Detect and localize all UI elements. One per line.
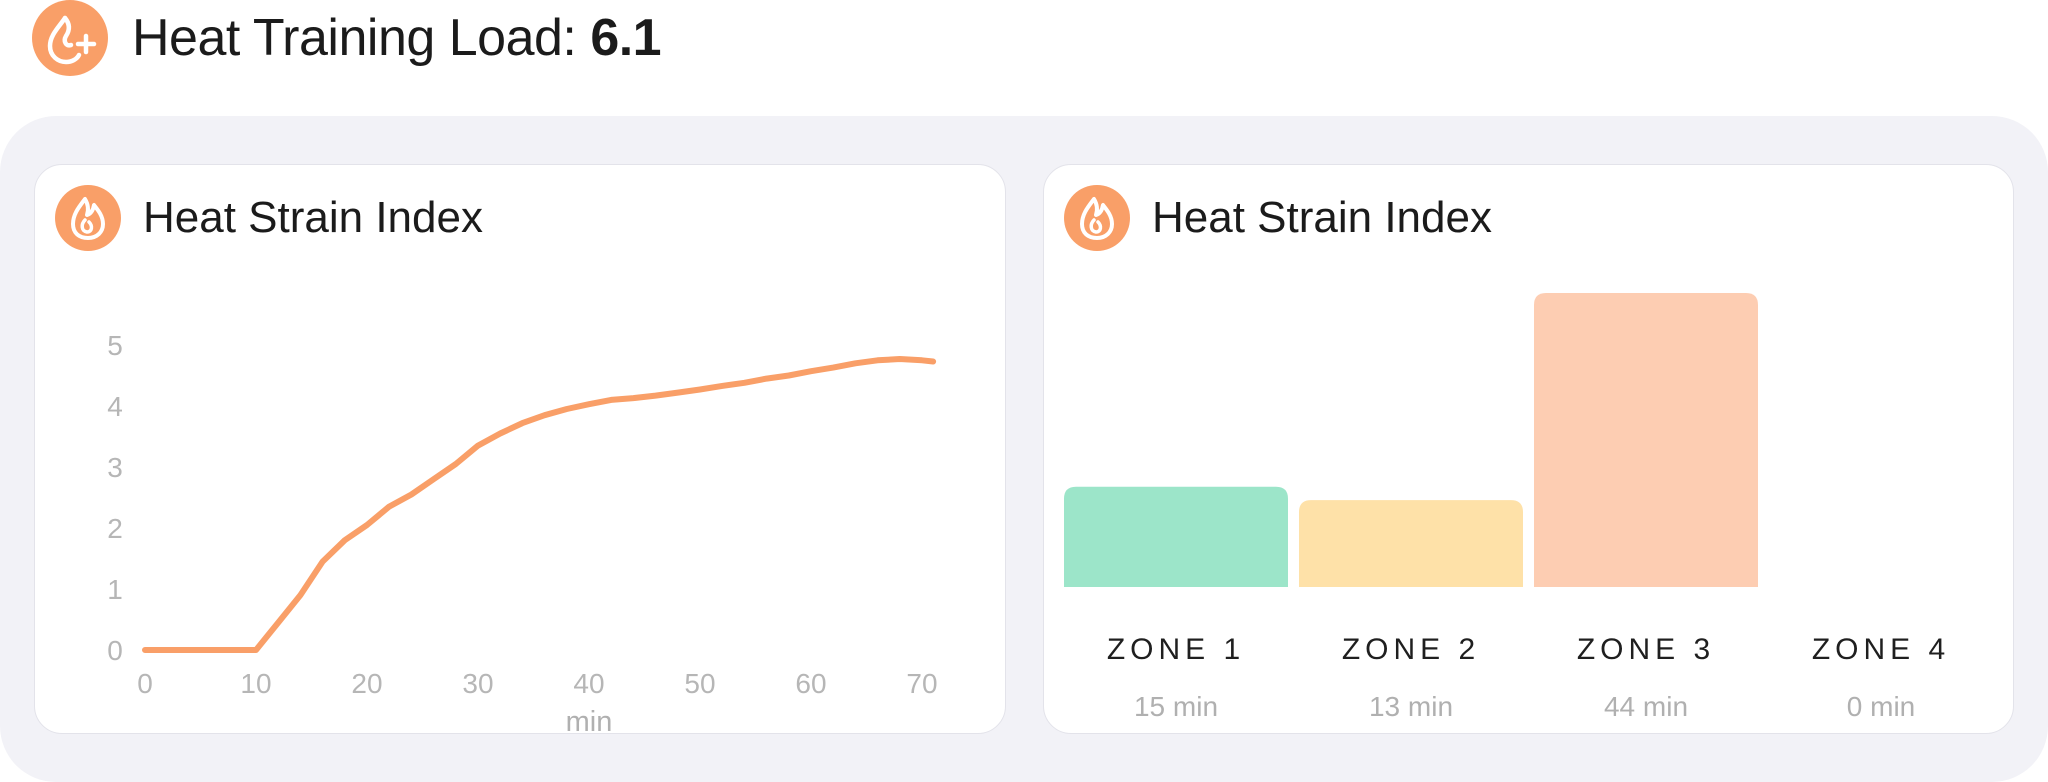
page-title: Heat Training Load: 6.1	[132, 8, 662, 68]
y-tick-label: 2	[107, 513, 123, 544]
zone-label: ZONE 3	[1576, 633, 1716, 666]
heat-strain-line	[142, 356, 937, 653]
x-tick-label: 20	[351, 668, 382, 699]
flame-icon	[1064, 185, 1130, 251]
x-tick-label: 30	[462, 668, 493, 699]
zone-label: ZONE 4	[1811, 633, 1951, 666]
zone-bar	[1534, 293, 1758, 587]
zone-label: ZONE 2	[1341, 633, 1481, 666]
charts-panel: 0 1 2 3 4 5 0 10 20 30 40 50 60 70 min Heat Strain Ind…	[0, 116, 2048, 782]
zone-bar	[1299, 500, 1523, 587]
x-axis-label: min	[566, 706, 613, 734]
x-tick-label: 60	[795, 668, 826, 699]
y-tick-label: 3	[107, 452, 123, 483]
x-tick-label: 10	[240, 668, 271, 699]
zone-bar	[1064, 486, 1288, 587]
x-tick-label: 70	[906, 668, 937, 699]
bar-chart-card: Heat Strain Index ZONE 1 15 min ZONE 2 13 m…	[1043, 164, 2014, 734]
y-tick-label: 4	[107, 391, 123, 422]
x-tick-label: 40	[573, 668, 604, 699]
x-tick-label: 50	[684, 668, 715, 699]
x-tick-label: 0	[137, 668, 153, 699]
y-tick-label: 5	[107, 330, 123, 361]
zone-label: ZONE 1	[1106, 633, 1246, 666]
bar-chart	[1064, 293, 1758, 587]
title-prefix: Heat Training Load:	[132, 9, 591, 67]
flame-icon	[55, 185, 121, 251]
zone-minutes: 44 min	[1603, 691, 1689, 722]
header: Heat Training Load: 6.1	[32, 0, 662, 76]
training-load-value: 6.1	[590, 9, 662, 67]
y-tick-label: 1	[107, 574, 123, 605]
bar-chart-title: Heat Strain Index	[1152, 193, 1492, 242]
line-chart-title: Heat Strain Index	[143, 193, 483, 242]
zone-minutes: 0 min	[1846, 691, 1916, 722]
y-tick-label: 0	[107, 635, 123, 666]
zone-minutes: 15 min	[1133, 691, 1219, 722]
flame-plus-icon	[32, 0, 108, 76]
zone-minutes: 13 min	[1368, 691, 1454, 722]
line-chart-card: 0 1 2 3 4 5 0 10 20 30 40 50 60 70 min Heat Strain Ind…	[34, 164, 1006, 734]
